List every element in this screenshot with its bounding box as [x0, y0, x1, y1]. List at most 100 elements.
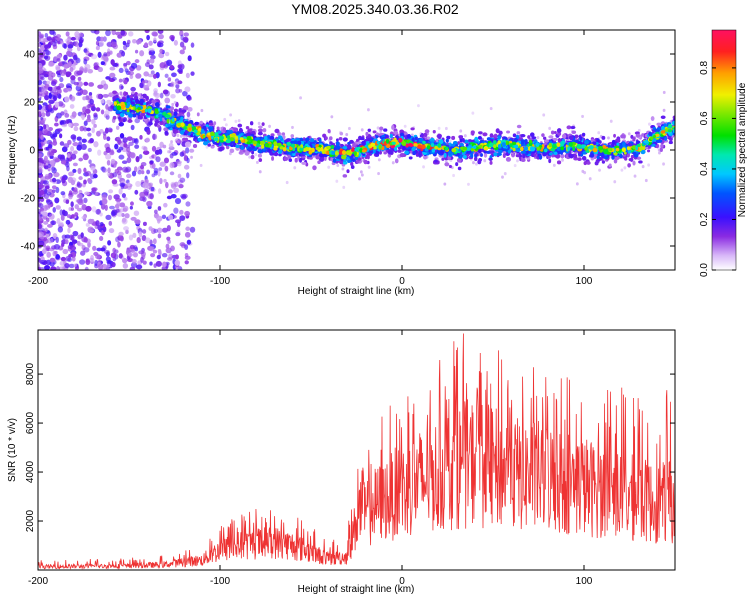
spectrogram-cell — [139, 191, 146, 198]
spectrogram-cell — [505, 156, 512, 162]
spectrogram-cell — [80, 232, 84, 239]
spectrogram-cell — [70, 36, 76, 41]
spectrogram-cell — [138, 231, 143, 238]
spectrogram-cell — [114, 168, 120, 174]
spectrogram-cell — [126, 110, 131, 116]
spectrogram-cell — [91, 127, 95, 134]
spectrogram-cell — [143, 71, 149, 77]
spectrogram-cell — [85, 259, 91, 265]
spectrogram-cell — [537, 150, 541, 154]
spectrogram-cell — [45, 80, 51, 85]
spectrogram-cell — [234, 119, 238, 123]
spectrogram-cell — [118, 78, 123, 83]
spectrogram-cell — [467, 139, 473, 143]
spectrogram-cell — [533, 153, 537, 157]
spectrogram-cell — [293, 166, 297, 170]
spectrogram-cell — [44, 44, 49, 50]
spectrogram-cell — [103, 133, 107, 141]
spectrogram-cell — [65, 157, 70, 163]
spectrogram-cell — [69, 66, 74, 73]
spectrogram-cell — [168, 142, 174, 148]
spectrogram-cell — [127, 70, 135, 76]
spectrogram-cell — [290, 134, 295, 138]
spectrogram-cell — [474, 156, 478, 162]
spectrogram-cell — [176, 133, 180, 138]
spectrogram-cell — [56, 58, 61, 62]
spectrogram-cell — [470, 130, 475, 135]
spectrogram-cell — [538, 154, 543, 160]
spectrogram-cell — [184, 252, 189, 258]
spectrogram-cell — [502, 153, 506, 158]
spectrogram-cell — [45, 217, 50, 223]
spectrogram-cell — [254, 152, 258, 157]
spectrogram-cell — [301, 161, 307, 165]
spectrogram-cell — [69, 95, 76, 102]
spectrogram-cell — [121, 50, 126, 57]
spectrogram-cell — [38, 231, 44, 238]
spectrogram-cell — [47, 223, 53, 228]
spectrogram-cell — [443, 152, 447, 158]
spectrogram-cell — [583, 170, 587, 175]
spectrogram-cell — [297, 140, 302, 145]
spectrogram-cell — [358, 177, 361, 181]
spectrogram-cell — [410, 133, 414, 137]
spectrogram-cell — [205, 145, 209, 149]
spectrogram-cell — [70, 145, 75, 152]
spectrogram-cell — [590, 138, 595, 142]
spectrogram-cell — [140, 256, 144, 263]
spectrogram-cell — [43, 124, 47, 130]
spectrogram-cell — [123, 142, 128, 148]
spectrogram-cell — [90, 254, 94, 261]
spectrogram-cell — [335, 138, 339, 142]
spectrogram-cell — [48, 92, 52, 99]
spectrogram-cell — [601, 135, 606, 140]
spectrogram-cell — [83, 167, 87, 173]
spectrogram-cell — [366, 154, 370, 160]
spectrogram-cell — [123, 62, 128, 67]
spectrogram-cell — [138, 154, 143, 159]
spectrogram-cell — [210, 145, 215, 149]
spectrogram-cell — [140, 164, 144, 170]
spectrogram-cell — [93, 114, 98, 121]
spectrogram-cell — [437, 134, 442, 140]
spectrogram-cell — [116, 201, 121, 206]
spectrogram-cell — [240, 145, 245, 150]
spectrogram-cell — [247, 128, 253, 133]
spectrogram-cell — [71, 111, 77, 118]
spectrogram-cell — [459, 129, 463, 133]
spectrogram-cell — [131, 170, 137, 177]
spectrogram-cell — [100, 109, 105, 115]
spectrogram-cell — [149, 261, 153, 266]
spectrogram-cell — [115, 125, 120, 130]
spectrogram-cell — [99, 129, 104, 134]
spectrogram-cell — [609, 119, 613, 123]
spectrogram-cell — [106, 51, 111, 57]
spectrogram-cell — [142, 260, 147, 265]
spectrogram-cell — [561, 133, 567, 139]
spectrogram-cell — [448, 150, 452, 156]
spectrogram-cell — [38, 223, 43, 230]
spectrogram-cell — [650, 116, 655, 121]
spectrogram-cell — [383, 128, 388, 132]
spectrogram-cell — [389, 133, 393, 139]
spectrogram-cell — [131, 259, 137, 264]
spectrogram-cell — [177, 60, 182, 66]
spectrogram-cell — [264, 135, 268, 141]
spectrogram-cell — [93, 251, 99, 257]
spectrogram-cell — [367, 108, 370, 112]
spectrogram-cell — [520, 134, 526, 138]
spectrogram-cell — [88, 82, 95, 87]
spectrogram-cell — [106, 259, 112, 264]
spectrogram-cell — [404, 150, 410, 155]
spectrogram-cell — [199, 120, 203, 125]
spectrogram-cell — [267, 134, 271, 139]
spectrogram-cell — [190, 155, 193, 159]
spectrogram-cell — [217, 130, 222, 134]
spectrogram-cell — [121, 160, 128, 165]
spectrogram-cell — [63, 63, 68, 70]
spectrogram-cell — [327, 165, 331, 169]
spectrogram-cell — [142, 229, 147, 234]
spectrogram-cell — [87, 178, 92, 183]
spectrogram-cell — [422, 165, 425, 169]
spectrogram-cell — [101, 194, 108, 200]
